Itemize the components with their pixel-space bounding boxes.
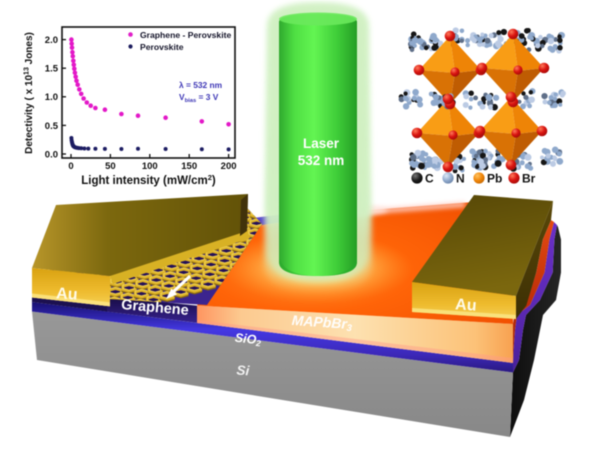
svg-text:1.5: 1.5	[45, 64, 59, 75]
svg-text:Graphene - Perovskite: Graphene - Perovskite	[140, 30, 231, 40]
svg-text:Graphene: Graphene	[121, 297, 190, 319]
svg-text:Perovskite: Perovskite	[140, 42, 184, 52]
svg-text:Au: Au	[455, 296, 477, 314]
svg-text:Laser: Laser	[303, 136, 340, 151]
svg-text:50: 50	[105, 161, 116, 172]
svg-text:Detectivity ( x 1013 Jones): Detectivity ( x 1013 Jones)	[24, 32, 36, 154]
svg-text:Au: Au	[56, 285, 78, 303]
svg-text:100: 100	[142, 161, 158, 172]
svg-text:532 nm: 532 nm	[298, 153, 345, 168]
svg-text:0: 0	[68, 161, 73, 172]
svg-text:λ = 532 nm: λ = 532 nm	[179, 80, 222, 90]
svg-text:150: 150	[181, 161, 197, 172]
svg-text:MAPbBr3: MAPbBr3	[291, 312, 353, 334]
svg-text:0.5: 0.5	[45, 121, 59, 132]
svg-text:Light intensity (mW/cm2): Light intensity (mW/cm2)	[81, 173, 216, 187]
svg-text:Br: Br	[522, 172, 536, 186]
svg-text:1.0: 1.0	[45, 92, 58, 103]
svg-text:2.0: 2.0	[45, 35, 58, 46]
svg-text:Pb: Pb	[487, 172, 502, 186]
svg-text:SiO2: SiO2	[234, 331, 262, 349]
svg-text:C: C	[425, 172, 434, 186]
svg-text:200: 200	[221, 161, 237, 172]
svg-text:Si: Si	[236, 363, 250, 379]
svg-text:0.0: 0.0	[45, 149, 58, 160]
svg-text:N: N	[456, 172, 465, 186]
